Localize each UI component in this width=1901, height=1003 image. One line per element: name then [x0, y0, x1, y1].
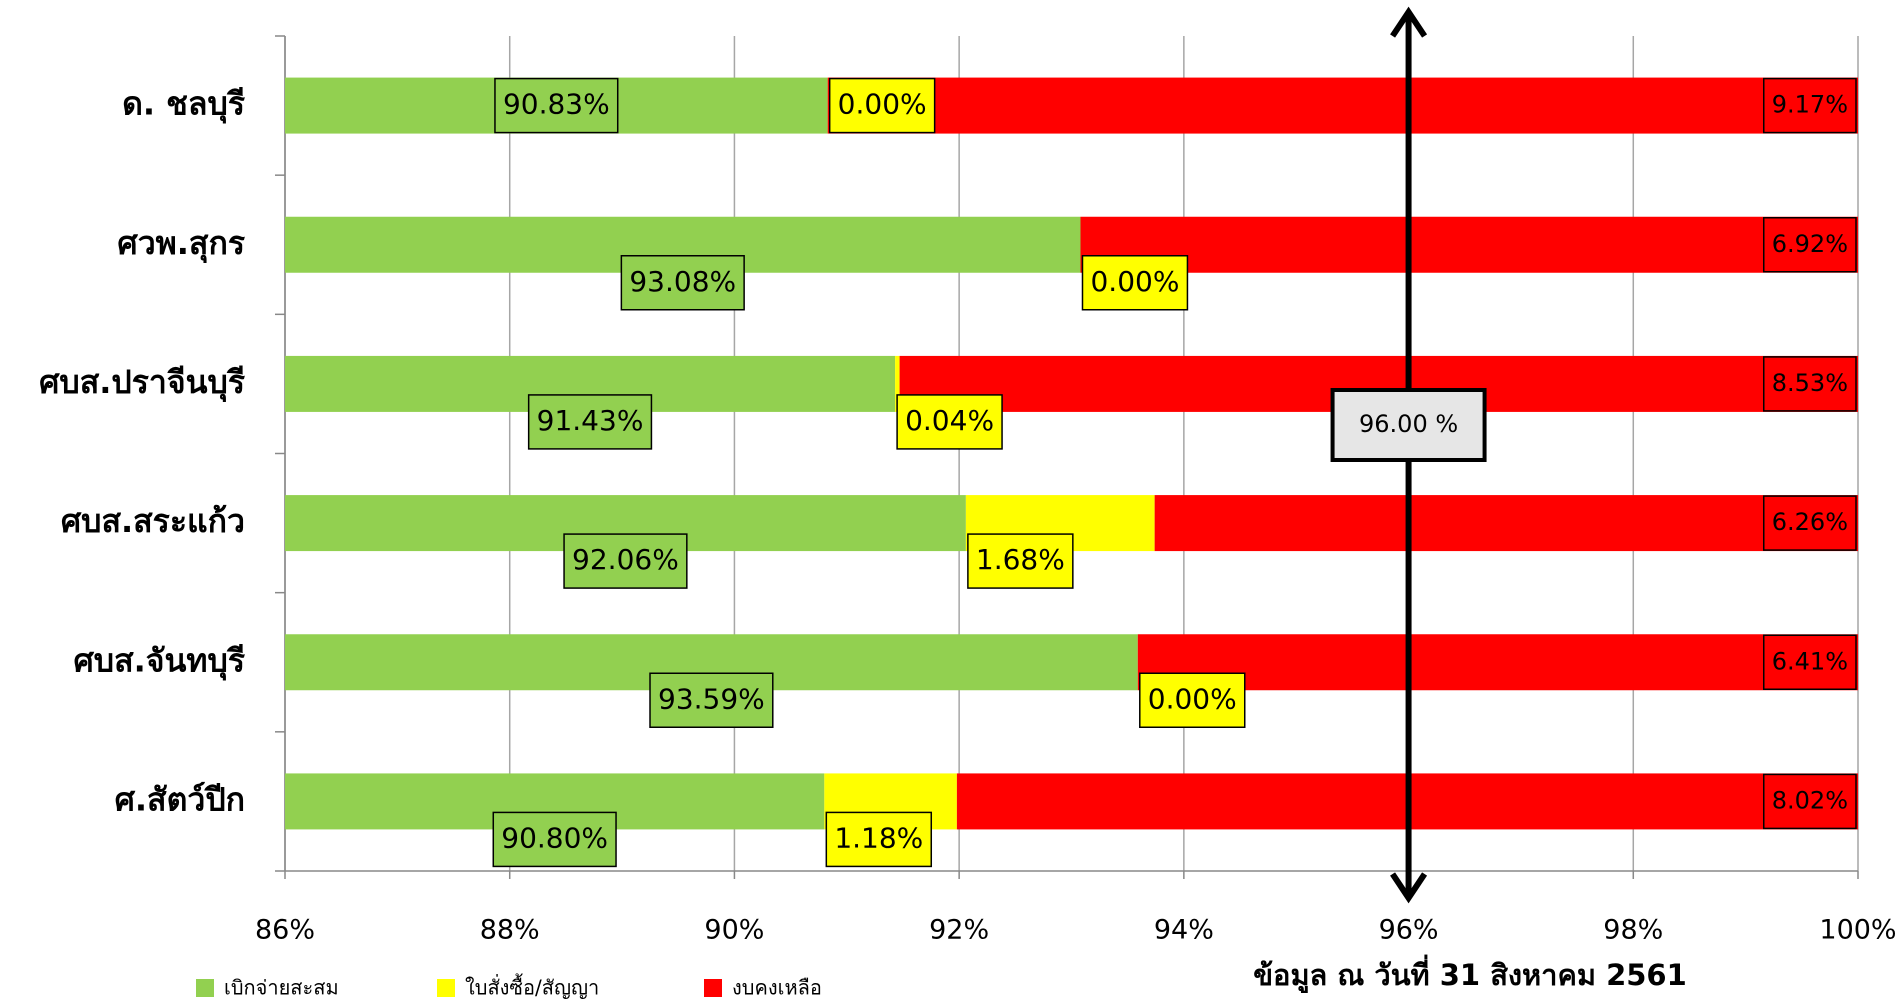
value-label-box	[1763, 773, 1857, 830]
x-tick-label: 88%	[480, 915, 540, 946]
arrow-head	[1390, 872, 1428, 904]
value-label: 93.59%	[658, 682, 765, 715]
value-label: 1.68%	[976, 543, 1065, 576]
value-label-box	[1139, 672, 1246, 728]
value-label-box	[1763, 634, 1857, 690]
value-label-box	[494, 77, 619, 134]
value-label-box	[1763, 356, 1857, 412]
bar-segment	[895, 355, 900, 412]
y-tick-label: ศบส.จันทบุรี	[73, 641, 245, 681]
legend-label: ใบสั่งซื้อ/สัญญา	[465, 974, 599, 1000]
value-label: 92.06%	[572, 543, 679, 576]
y-tick-label: ศวพ.สุกร	[117, 224, 245, 264]
value-label: 6.41%	[1772, 647, 1848, 675]
y-tick-label: ศบส.ปราจีนบุรี	[39, 363, 245, 403]
value-label-box	[1081, 255, 1189, 311]
value-label: 90.83%	[503, 88, 610, 121]
value-label-box	[967, 533, 1074, 589]
x-tick-label: 94%	[1154, 915, 1214, 946]
value-label-box	[649, 672, 774, 728]
x-tick-label: 100%	[1819, 915, 1896, 946]
value-label-box	[896, 394, 1003, 450]
value-label: 8.02%	[1772, 786, 1848, 814]
y-tick-label: ด. ชลบุรี	[122, 85, 245, 125]
x-tick-label: 86%	[255, 915, 315, 946]
x-tick-label: 92%	[929, 915, 989, 946]
annotation-box	[1330, 388, 1487, 462]
value-label: 91.43%	[537, 404, 644, 437]
value-label-box	[563, 533, 688, 589]
value-label: 8.53%	[1772, 369, 1848, 397]
value-label: 90.80%	[501, 821, 608, 854]
value-label: 6.92%	[1772, 230, 1848, 258]
value-label-box	[620, 255, 745, 311]
footnote: ข้อมูล ณ วันที่ 31 สิงหาคม 2561	[1253, 954, 1687, 993]
x-tick-label: 90%	[704, 915, 764, 946]
value-label: 0.00%	[838, 88, 927, 121]
legend-swatch	[196, 979, 214, 997]
bar-segment	[827, 77, 1858, 134]
x-tick-label: 98%	[1603, 915, 1663, 946]
value-label: 0.00%	[1148, 682, 1237, 715]
value-label: 6.26%	[1772, 508, 1848, 536]
value-label-box	[1763, 217, 1857, 273]
annotation-label: 96.00 %	[1359, 410, 1458, 438]
value-label: 93.08%	[629, 265, 736, 298]
legend-label: งบคงเหลือ	[732, 976, 822, 1000]
value-label-box	[828, 77, 936, 134]
x-tick-label: 96%	[1379, 915, 1439, 946]
value-label-box	[825, 811, 933, 868]
value-label: 0.00%	[1090, 265, 1179, 298]
arrow-head	[1390, 6, 1428, 38]
value-label-box	[527, 394, 653, 450]
legend-label: เบิกจ่ายสะสม	[224, 976, 339, 1000]
bar-segment	[1137, 634, 1858, 691]
value-label-box	[492, 811, 617, 868]
y-tick-label: ศบส.สระแก้ว	[61, 502, 245, 540]
value-label-box	[1763, 77, 1857, 134]
bar-segment	[1154, 495, 1858, 552]
legend-swatch	[704, 979, 722, 997]
value-label: 0.04%	[905, 404, 994, 437]
bar-segment	[1080, 216, 1858, 273]
legend-swatch	[437, 979, 455, 997]
value-label: 1.18%	[834, 821, 923, 854]
y-tick-label: ศ.สัตว์ปีก	[115, 780, 245, 818]
value-label-box	[1763, 495, 1857, 551]
value-label: 9.17%	[1772, 91, 1848, 119]
